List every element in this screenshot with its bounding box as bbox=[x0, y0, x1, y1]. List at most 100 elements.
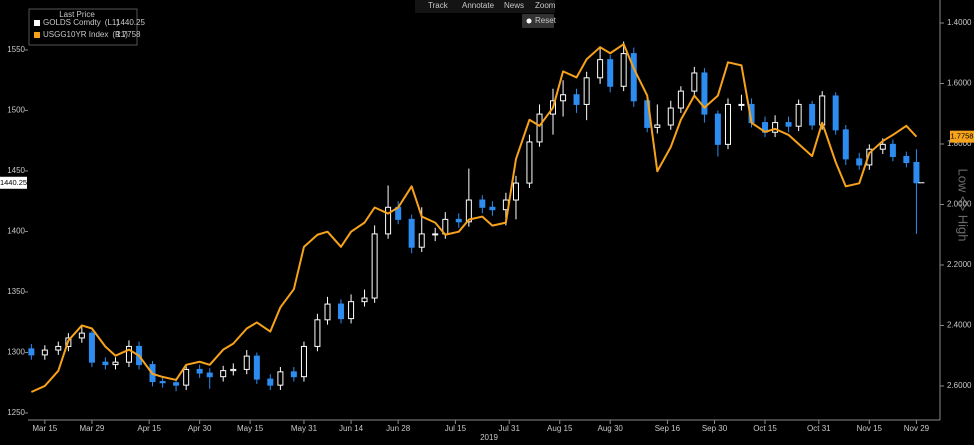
x-tick-label: Jul 31 bbox=[499, 424, 521, 433]
x-tick-label: Oct 31 bbox=[807, 424, 831, 433]
candle-body bbox=[913, 162, 920, 184]
candle-body bbox=[772, 122, 779, 133]
toolbar-item[interactable]: Annotate bbox=[462, 1, 495, 10]
candle-body bbox=[714, 113, 721, 145]
candle-body bbox=[243, 355, 250, 370]
candle-body bbox=[432, 233, 439, 236]
candle-body bbox=[88, 332, 95, 363]
candle-body bbox=[206, 372, 213, 378]
x-tick-label: Sep 30 bbox=[702, 424, 728, 433]
candle-body bbox=[738, 103, 745, 106]
x-tick-label: Apr 15 bbox=[137, 424, 161, 433]
candle-body bbox=[560, 94, 567, 102]
candle-body bbox=[819, 95, 826, 126]
candle-body bbox=[314, 319, 321, 347]
y-tick-label: 1500 bbox=[7, 106, 25, 115]
candle-body bbox=[78, 332, 85, 339]
last-price-label: 1440.25 bbox=[0, 178, 27, 187]
toolbar-item[interactable]: Zoom bbox=[535, 1, 556, 10]
x-tick-label: Jun 28 bbox=[386, 424, 411, 433]
y-tick-label: 1400 bbox=[7, 227, 25, 236]
toolbar-item[interactable]: News bbox=[504, 1, 524, 10]
candle-body bbox=[479, 199, 486, 208]
candle-body bbox=[277, 371, 284, 386]
candle-body bbox=[879, 143, 886, 150]
candle-body bbox=[866, 148, 873, 166]
last-price-badge bbox=[950, 130, 974, 143]
series-line bbox=[30, 43, 918, 393]
x-tick-label: Aug 30 bbox=[598, 424, 624, 433]
y2-tick-label: 2.4000 bbox=[947, 321, 972, 330]
candle-body bbox=[654, 124, 661, 128]
candle-body bbox=[418, 233, 425, 248]
y-tick-label: 1250 bbox=[7, 408, 25, 417]
legend-title: Last Price bbox=[59, 10, 95, 19]
candle-body bbox=[701, 72, 708, 115]
legend-value: 1.7758 bbox=[116, 30, 141, 39]
candle-body bbox=[324, 303, 331, 321]
toolbar-item[interactable]: Track bbox=[428, 1, 449, 10]
candle-body bbox=[337, 303, 344, 320]
legend-name: USGG10YR Index bbox=[43, 30, 108, 39]
x-tick-label: Mar 29 bbox=[79, 424, 104, 433]
plot-area bbox=[28, 41, 920, 393]
legend-tag: (L1) bbox=[105, 18, 120, 27]
toolbar-bg bbox=[415, 0, 555, 13]
candle-body bbox=[183, 368, 190, 386]
candle-body bbox=[361, 297, 368, 303]
candle-body bbox=[607, 59, 614, 87]
x-axis-label: 2019 bbox=[480, 433, 498, 442]
candle-body bbox=[290, 371, 297, 378]
candle-body bbox=[28, 348, 35, 356]
candle-body bbox=[455, 218, 462, 223]
candle-body bbox=[809, 103, 816, 126]
candle-body bbox=[125, 345, 132, 363]
candle-body bbox=[55, 345, 62, 351]
y-tick-label: 1450 bbox=[7, 166, 25, 175]
candle-body bbox=[489, 206, 496, 211]
legend-swatch bbox=[34, 32, 40, 38]
reset-icon bbox=[526, 18, 532, 24]
candle-body bbox=[41, 349, 48, 356]
candle-body bbox=[220, 370, 227, 378]
candle-body bbox=[583, 77, 590, 105]
legend-entry: USGG10YR Index (R1)1.7758 bbox=[43, 30, 141, 39]
candle-body bbox=[385, 206, 392, 235]
candle-body bbox=[512, 182, 519, 201]
y2-tick-label: 2.6000 bbox=[947, 381, 972, 390]
legend-name: GOLDS Comdty bbox=[43, 18, 101, 27]
x-tick-label: Aug 15 bbox=[547, 424, 573, 433]
candle-body bbox=[371, 233, 378, 299]
x-tick-label: Sep 16 bbox=[655, 424, 681, 433]
legend-entry: GOLDS Comdty (L1)1440.25 bbox=[43, 18, 145, 27]
candle-body bbox=[724, 103, 731, 145]
candle-body bbox=[597, 59, 604, 79]
candle-body bbox=[408, 218, 415, 248]
legend: Last Price GOLDS Comdty (L1)1440.25 USGG1… bbox=[28, 8, 145, 46]
x-tick-label: May 15 bbox=[237, 424, 264, 433]
candle-body bbox=[832, 95, 839, 131]
candle-body bbox=[465, 199, 472, 223]
legend-box bbox=[28, 8, 138, 46]
last-price-label: 1.7758 bbox=[951, 132, 974, 141]
candle-body bbox=[620, 53, 627, 87]
candle-body bbox=[102, 361, 109, 366]
candle-body bbox=[112, 361, 119, 366]
candle-body bbox=[300, 345, 307, 378]
x-tick-label: Mar 15 bbox=[32, 424, 57, 433]
x-tick-label: May 31 bbox=[291, 424, 318, 433]
candle-body bbox=[785, 122, 792, 127]
reset-button[interactable] bbox=[522, 14, 554, 28]
x-tick-label: Nov 29 bbox=[904, 424, 930, 433]
candle-body bbox=[526, 141, 533, 184]
reset-label[interactable]: Reset bbox=[535, 16, 557, 25]
candle-body bbox=[159, 381, 166, 384]
candle-body bbox=[842, 129, 849, 160]
y2-tick-label: 2.0000 bbox=[947, 200, 972, 209]
candle-body bbox=[677, 90, 684, 109]
candle-body bbox=[667, 107, 674, 126]
y-tick-label: 1550 bbox=[7, 45, 25, 54]
candle-body bbox=[348, 301, 355, 320]
x-tick-label: Nov 15 bbox=[857, 424, 883, 433]
